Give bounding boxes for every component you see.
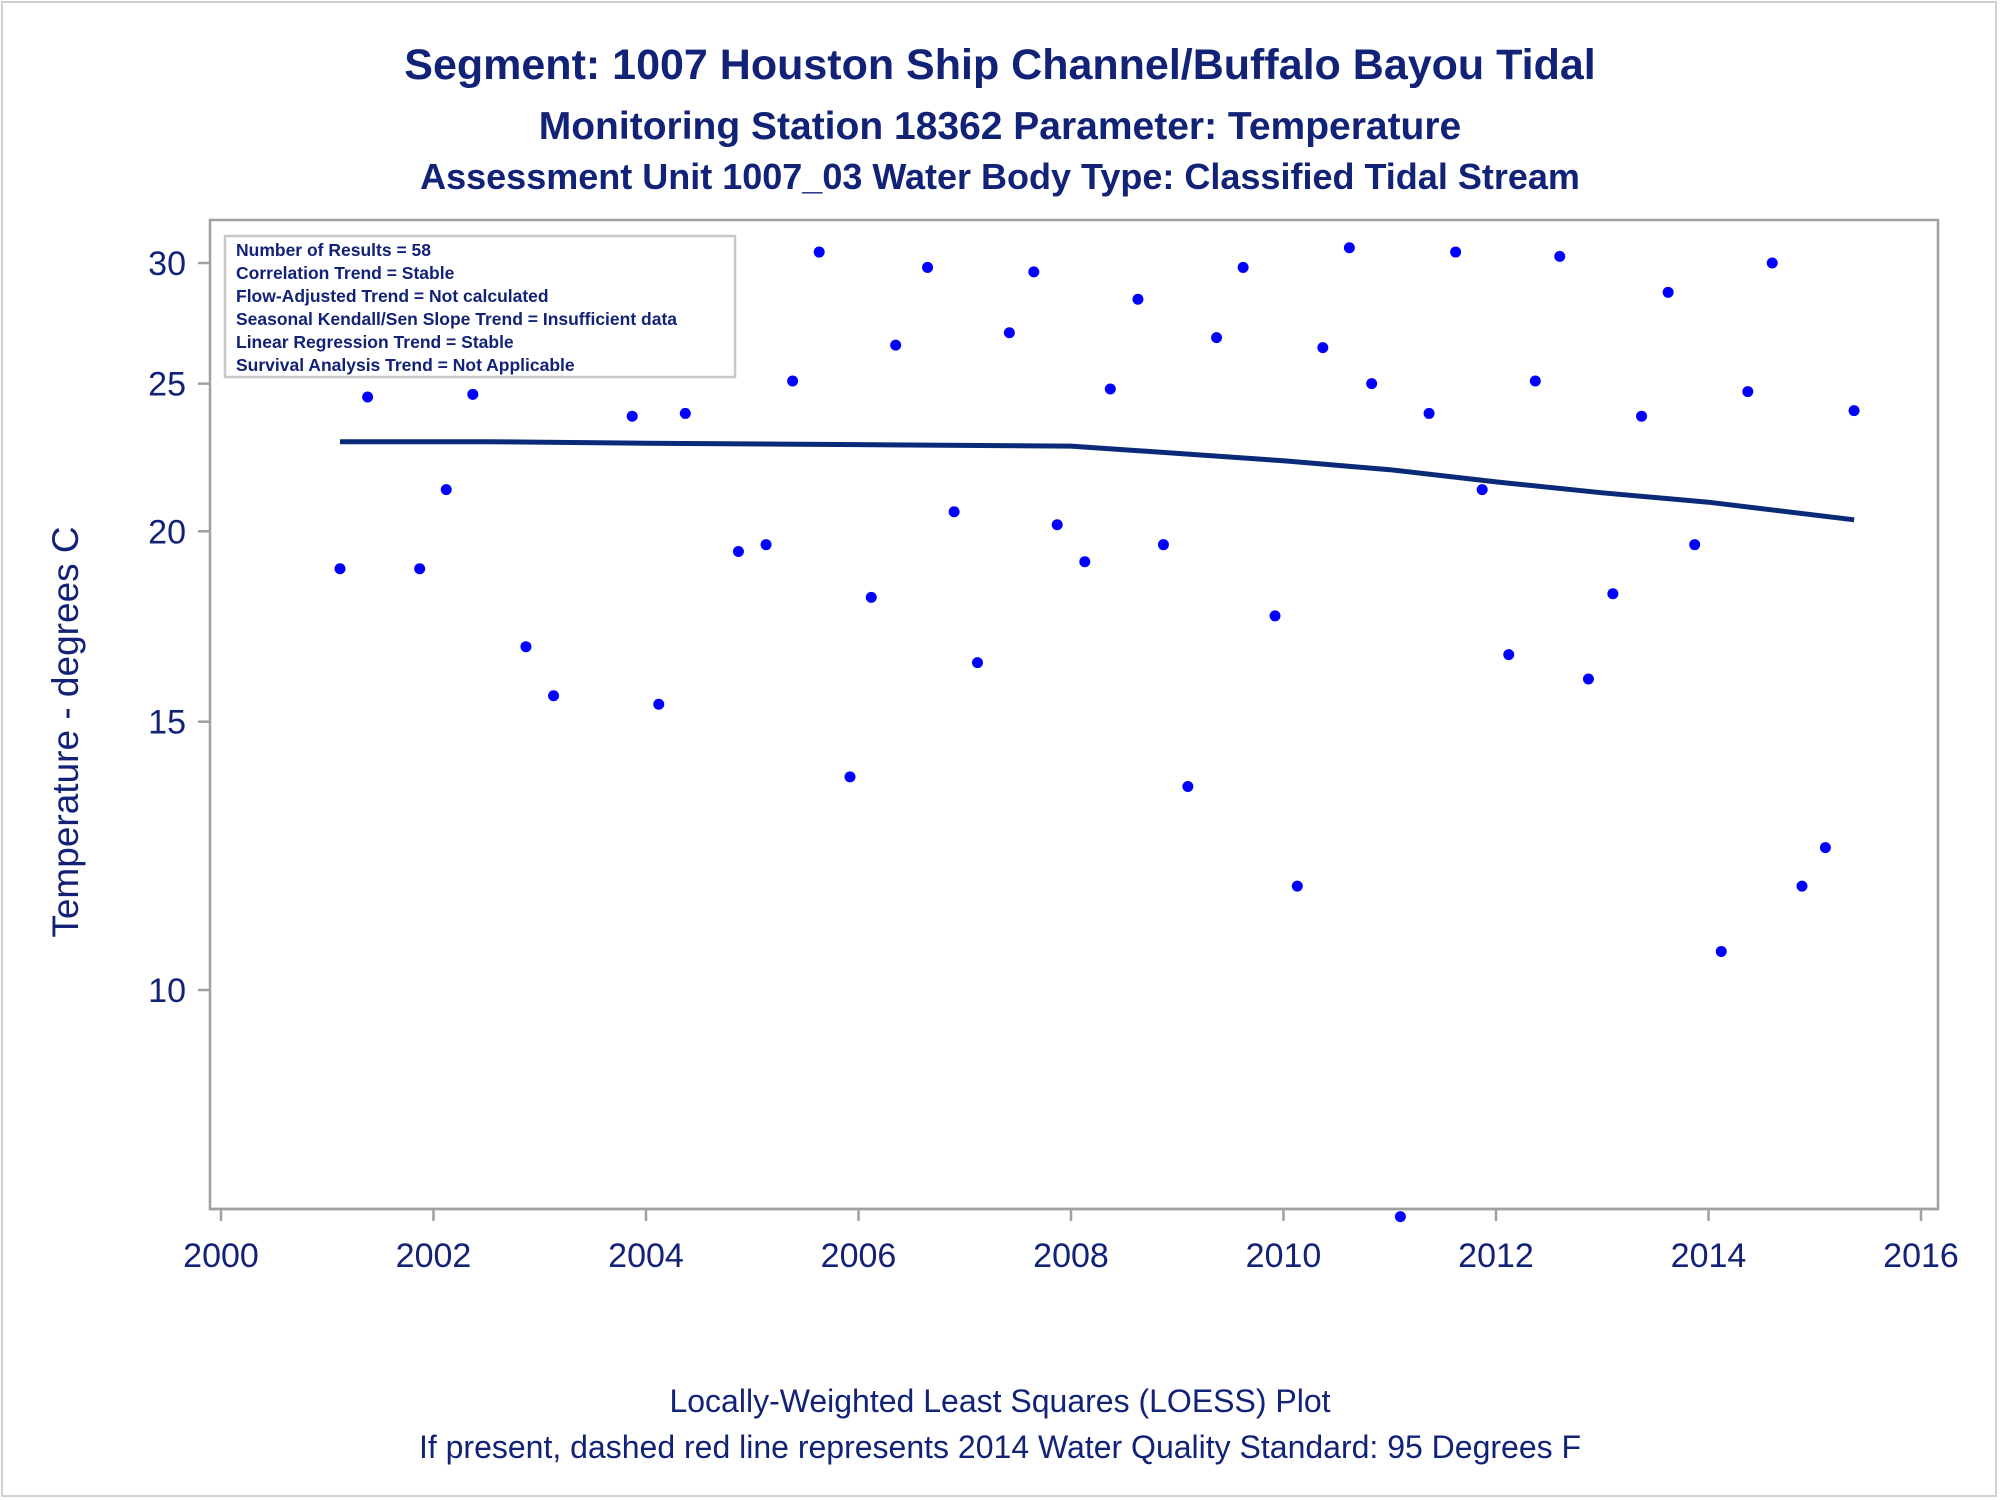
stat-number-of-results: Number of Results = 58 (236, 240, 431, 260)
y-tick-label: 10 (148, 972, 186, 1010)
stat-flow-adjusted-trend: Flow-Adjusted Trend = Not calculated (236, 286, 549, 306)
data-point (1423, 407, 1435, 419)
chart-title: Segment: 1007 Houston Ship Channel/Buffa… (404, 41, 1595, 89)
x-tick-label: 2012 (1458, 1237, 1534, 1275)
x-axis: 2000 2002 2004 2006 2008 2010 2012 2014 2016 (183, 1207, 1959, 1275)
data-point (362, 391, 374, 403)
data-point (1636, 410, 1648, 422)
data-point (1582, 673, 1594, 685)
x-tick-label: 2004 (608, 1237, 684, 1275)
data-point (334, 563, 346, 575)
x-tick-label: 2008 (1033, 1237, 1109, 1275)
data-point (414, 563, 426, 575)
footnote-loess: Locally-Weighted Least Squares (LOESS) P… (669, 1383, 1330, 1419)
stats-box-border (223, 234, 737, 379)
data-point (467, 388, 479, 400)
data-point (760, 539, 772, 551)
x-tick-label: 2002 (396, 1237, 472, 1275)
data-point (1689, 539, 1701, 551)
data-point (1715, 945, 1727, 957)
data-point (626, 410, 638, 422)
footnote-standard: If present, dashed red line represents 2… (419, 1429, 1581, 1465)
y-axis: 10 15 20 25 30 (148, 245, 210, 1010)
data-point (1848, 405, 1860, 417)
data-point (1104, 383, 1116, 395)
data-point (1529, 375, 1541, 387)
chart-subtitle: Monitoring Station 18362 Parameter: Temp… (539, 105, 1462, 148)
stat-linear-regression-trend: Linear Regression Trend = Stable (236, 332, 514, 352)
data-point (813, 246, 825, 258)
loess-curve (340, 439, 1855, 523)
data-point (890, 339, 902, 351)
data-point (1796, 880, 1808, 892)
data-point (1237, 261, 1249, 273)
data-point (1742, 386, 1754, 398)
data-point (440, 484, 452, 496)
data-point (1607, 588, 1619, 600)
data-point (844, 771, 856, 783)
data-point (787, 375, 799, 387)
data-point (1269, 610, 1281, 622)
stat-correlation-trend: Correlation Trend = Stable (236, 263, 455, 283)
data-point (1079, 556, 1091, 568)
data-point (1503, 649, 1515, 661)
data-point (1317, 342, 1329, 354)
y-tick-label: 30 (148, 245, 186, 283)
x-tick-label: 2000 (183, 1237, 259, 1275)
data-point (1476, 484, 1488, 496)
y-tick-label: 20 (148, 513, 186, 551)
y-tick-label: 25 (148, 366, 186, 404)
data-point (1028, 266, 1040, 278)
y-tick-label: 15 (148, 704, 186, 742)
x-tick-label: 2006 (821, 1237, 897, 1275)
data-point (972, 657, 983, 669)
data-point (1662, 286, 1674, 298)
x-tick-label: 2010 (1246, 1237, 1322, 1275)
data-point (922, 261, 934, 273)
data-point (1366, 378, 1378, 390)
x-tick-label: 2014 (1671, 1237, 1747, 1275)
x-tick-label: 2016 (1883, 1237, 1959, 1275)
data-point (653, 698, 665, 710)
data-point (1343, 242, 1355, 254)
data-point (679, 407, 691, 419)
data-point (865, 591, 877, 603)
data-point (948, 506, 960, 518)
stats-legend-box: Number of Results = 58 Correlation Trend… (223, 234, 737, 379)
data-point (1157, 539, 1169, 551)
data-point (1132, 293, 1144, 305)
data-point (1819, 842, 1831, 854)
data-point (1182, 781, 1194, 793)
data-point (1766, 257, 1778, 269)
data-point (732, 545, 744, 557)
data-point (548, 690, 560, 702)
data-point (1211, 332, 1223, 344)
data-point (520, 641, 532, 653)
data-point (1051, 519, 1063, 531)
stat-survival-analysis-trend: Survival Analysis Trend = Not Applicable (236, 355, 575, 375)
data-point (1450, 246, 1462, 258)
y-axis-label: Temperature - degrees C (45, 526, 86, 937)
data-point (1394, 1211, 1406, 1223)
stat-seasonal-kendall-trend: Seasonal Kendall/Sen Slope Trend = Insuf… (236, 309, 677, 329)
data-points (334, 242, 1860, 1223)
data-point (1554, 250, 1566, 262)
chart-subtitle-2: Assessment Unit 1007_03 Water Body Type:… (420, 156, 1580, 197)
data-point (1291, 880, 1303, 892)
data-point (1003, 327, 1015, 339)
